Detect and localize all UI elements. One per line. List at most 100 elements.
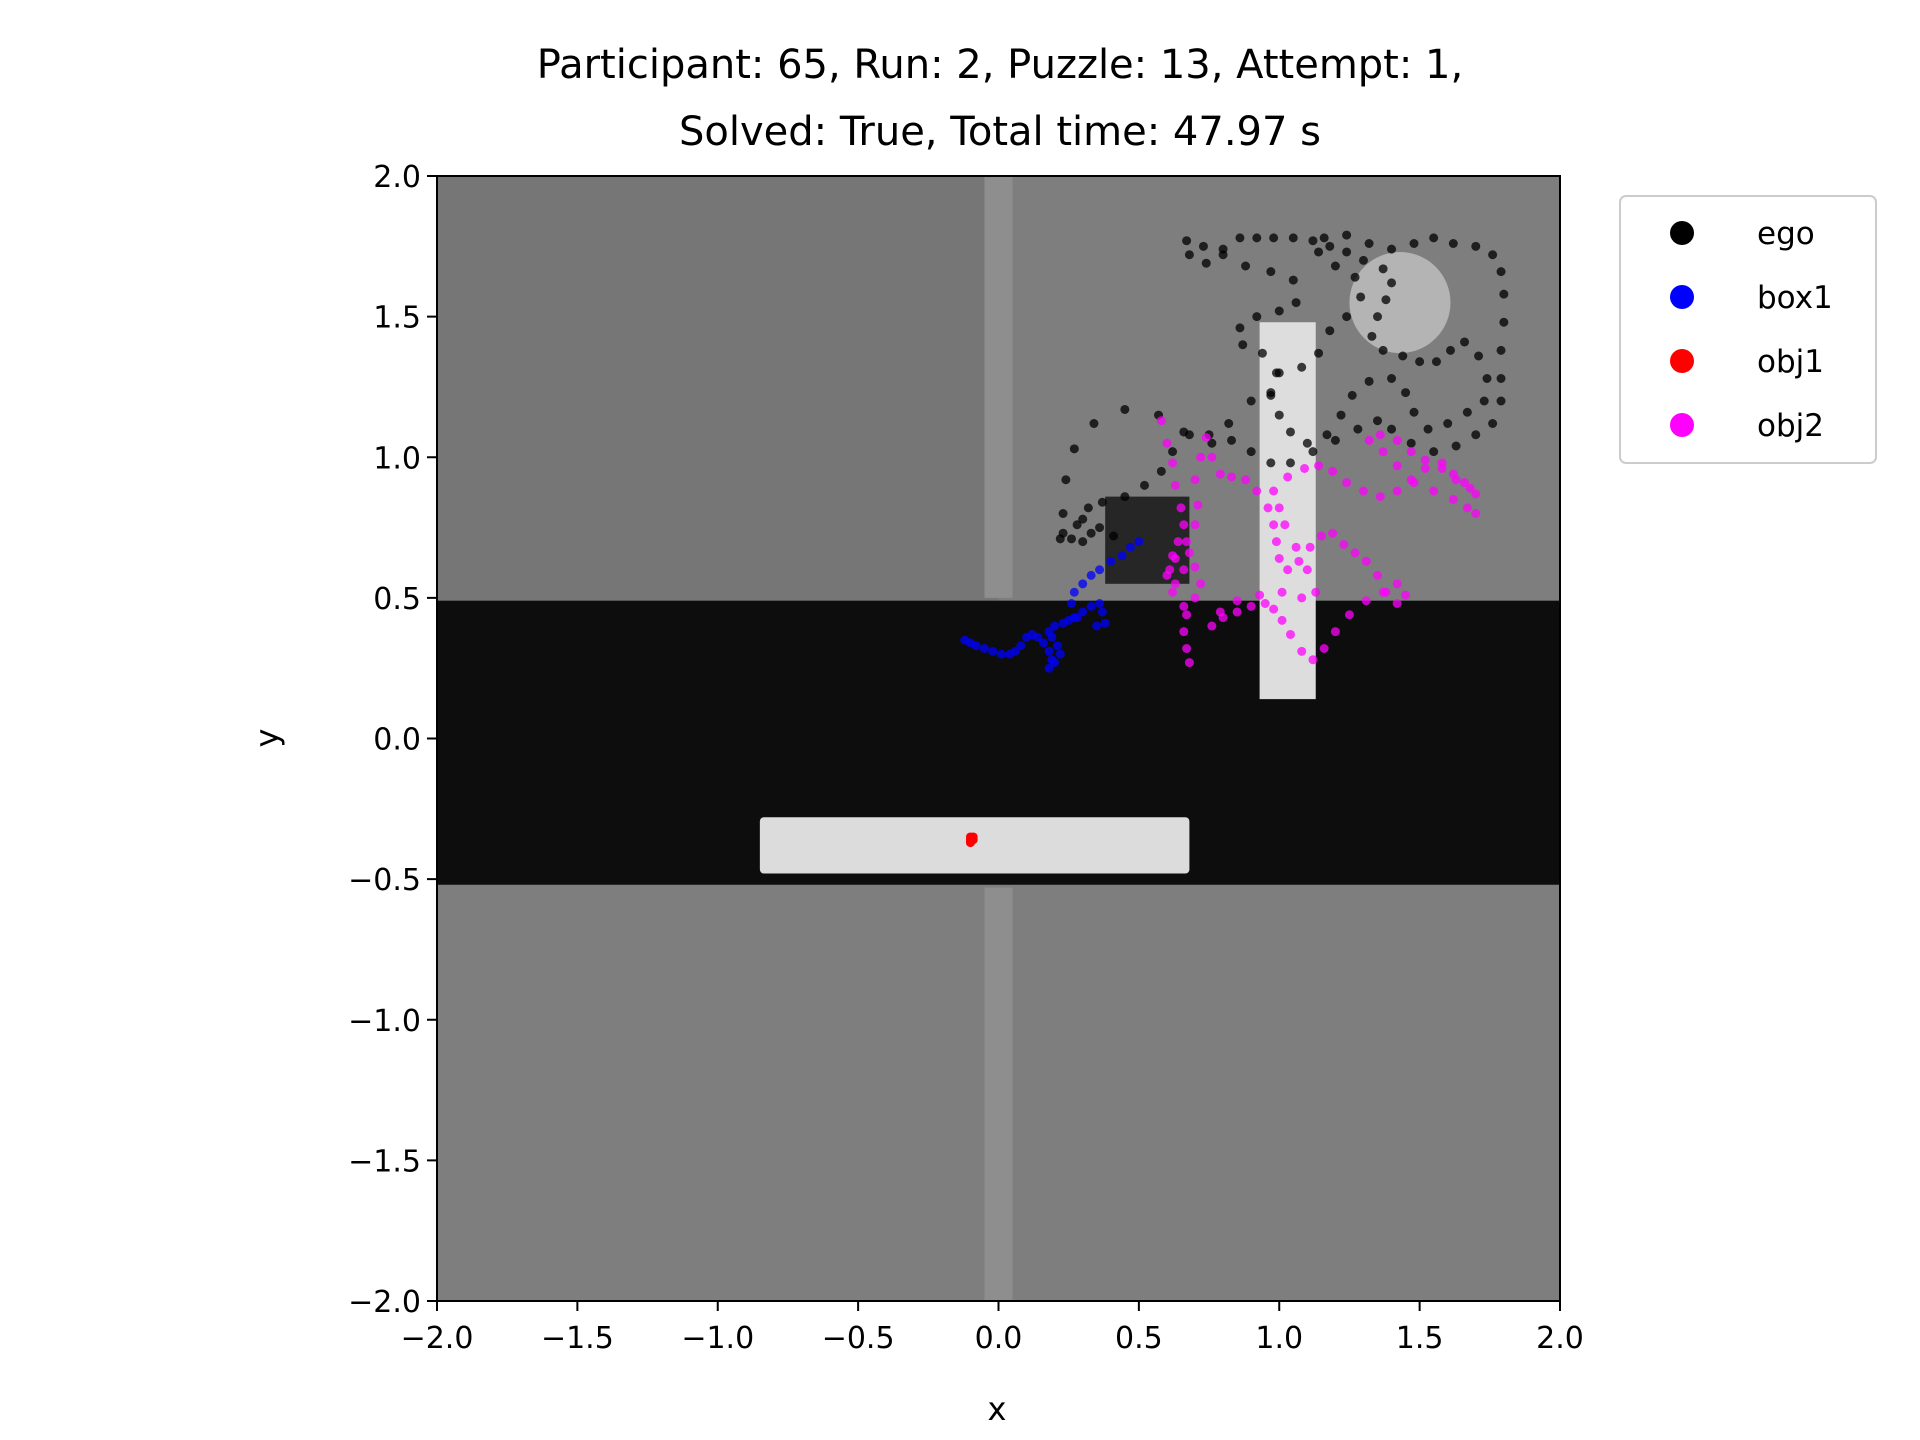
- legend-label-obj2: obj2: [1757, 408, 1824, 444]
- x-tick-label: −2.0: [401, 1321, 474, 1356]
- obj2-point: [1409, 478, 1419, 488]
- ego-point: [1409, 239, 1419, 248]
- ego-point: [1342, 312, 1352, 322]
- obj2-point: [1311, 587, 1321, 597]
- obj2-point: [1277, 587, 1287, 597]
- obj2-point: [1451, 475, 1461, 485]
- y-tick-label: 0.0: [373, 723, 421, 758]
- obj2-point: [1176, 503, 1186, 513]
- ego-point: [1431, 357, 1441, 367]
- obj2-point: [1378, 587, 1388, 597]
- ego-point: [1086, 528, 1096, 538]
- obj2-point: [1316, 531, 1326, 541]
- obj2-point: [1190, 520, 1200, 530]
- ego-point: [1367, 331, 1377, 341]
- obj2-point: [1215, 607, 1225, 617]
- ego-point: [1274, 306, 1284, 316]
- ego-point: [1285, 458, 1295, 468]
- obj2-point: [1300, 464, 1310, 473]
- x-tick-label: −1.5: [541, 1321, 614, 1356]
- box1-point: [1086, 570, 1096, 580]
- obj2-point: [1207, 452, 1217, 462]
- y-tick-label: 1.5: [373, 301, 421, 336]
- box1-point: [1033, 632, 1043, 642]
- obj2-point: [1283, 472, 1293, 482]
- chart-title: Participant: 65, Run: 2, Puzzle: 13, Att…: [537, 42, 1463, 155]
- ego-point: [1058, 528, 1068, 538]
- ego-point: [1429, 447, 1439, 457]
- obj2-point: [1246, 601, 1256, 611]
- ego-point: [1069, 444, 1079, 454]
- obj2-point: [1227, 472, 1237, 482]
- box1-point: [979, 644, 989, 653]
- ego-point: [1288, 275, 1298, 285]
- y-tick-label: 1.0: [373, 441, 421, 476]
- obj2-point: [1170, 480, 1180, 490]
- obj2-point: [1179, 520, 1189, 530]
- obj2-point: [1170, 579, 1180, 589]
- ego-point: [1347, 390, 1357, 400]
- ego-point: [1274, 410, 1284, 420]
- ego-point: [1429, 233, 1439, 243]
- ego-point: [1373, 416, 1383, 426]
- obj2-point: [1207, 621, 1217, 631]
- obj2-point: [1182, 610, 1192, 620]
- box1-point: [1052, 641, 1062, 651]
- chart-title-line-2: Solved: True, Total time: 47.97 s: [679, 109, 1321, 155]
- box1-point: [1044, 663, 1054, 673]
- ego-point: [1227, 435, 1237, 445]
- ego-point: [1325, 326, 1335, 336]
- obj1-point: [968, 832, 978, 842]
- obj2-point: [1392, 579, 1402, 589]
- ego-point: [1241, 261, 1251, 271]
- ego-point: [1446, 345, 1456, 355]
- scene-top-wall: [984, 176, 1013, 598]
- ego-point: [1479, 396, 1489, 406]
- y-tick-label: −1.5: [348, 1144, 421, 1179]
- ego-point: [1083, 503, 1093, 513]
- x-tick-label: 1.0: [1255, 1321, 1303, 1356]
- obj2-point: [1328, 466, 1338, 476]
- ego-point: [1182, 236, 1192, 246]
- ego-point: [1120, 404, 1130, 414]
- obj2-point: [1274, 503, 1284, 513]
- ego-point: [1252, 233, 1262, 243]
- box1-point: [1095, 565, 1105, 575]
- obj2-point: [1350, 548, 1360, 558]
- obj2-point: [1375, 492, 1385, 502]
- ego-point: [1496, 374, 1506, 383]
- ego-point: [1184, 430, 1194, 440]
- series-obj1: [965, 832, 978, 848]
- obj2-point: [1241, 475, 1251, 485]
- box1-point: [996, 649, 1006, 659]
- ego-point: [1308, 447, 1318, 457]
- ego-point: [1496, 267, 1506, 277]
- ego-point: [1120, 492, 1130, 502]
- ego-point: [1266, 388, 1276, 398]
- obj2-point: [1196, 452, 1206, 462]
- ego-point: [1097, 497, 1107, 507]
- obj2-point: [1339, 539, 1349, 549]
- obj2-point: [1193, 500, 1203, 510]
- ego-point: [1350, 272, 1360, 282]
- ego-point: [1443, 419, 1453, 428]
- obj2-point: [1305, 542, 1315, 552]
- ego-point: [1471, 430, 1481, 440]
- legend-marker-box1: [1670, 285, 1694, 309]
- ego-point: [1274, 368, 1284, 378]
- obj2-point: [1420, 464, 1430, 473]
- obj2-point: [1471, 489, 1481, 499]
- y-tick-label: 2.0: [373, 160, 421, 195]
- obj2-point: [1274, 554, 1284, 563]
- y-tick-label: −2.0: [348, 1285, 421, 1320]
- ego-point: [1302, 438, 1312, 448]
- ego-point: [1224, 419, 1234, 428]
- ego-point: [1314, 348, 1324, 358]
- box1-point: [1038, 638, 1048, 648]
- box1-point: [1016, 641, 1026, 651]
- ego-point: [1499, 317, 1509, 327]
- ego-point: [1201, 258, 1211, 268]
- obj2-point: [1182, 537, 1192, 547]
- obj2-point: [1460, 478, 1470, 488]
- ego-point: [1322, 430, 1332, 440]
